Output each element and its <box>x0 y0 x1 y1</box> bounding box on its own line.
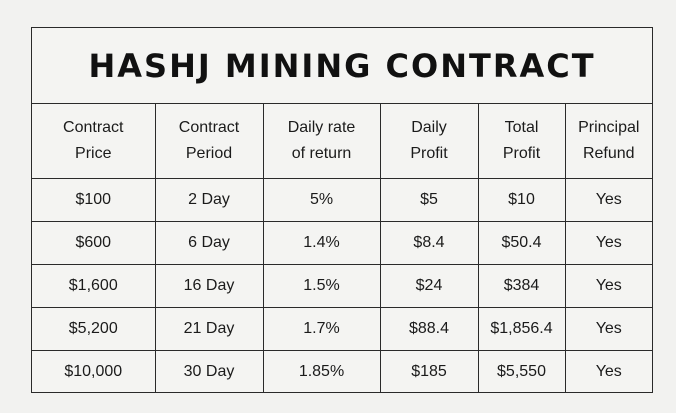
cell-daily-rate: 1.7% <box>263 307 381 351</box>
cell-contract-price: $10,000 <box>32 350 156 393</box>
cell-total-profit: $50.4 <box>478 221 566 265</box>
cell-contract-period: 16 Day <box>155 264 264 308</box>
cell-daily-profit: $88.4 <box>380 307 479 351</box>
header-line: Contract <box>63 118 124 136</box>
header-total-profit: Total Profit <box>478 104 566 179</box>
cell-principal-refund: Yes <box>565 221 652 265</box>
mining-contract-table: HASHJ MINING CONTRACT Contract Price Con… <box>31 27 653 393</box>
cell-total-profit: $384 <box>478 264 566 308</box>
header-line: Contract <box>178 118 240 136</box>
header-line: Daily <box>411 118 447 136</box>
header-row: Contract Price Contract Period Daily rat… <box>32 104 652 179</box>
table-row: $1,600 16 Day 1.5% $24 $384 Yes <box>32 264 652 308</box>
header-line: Period <box>185 144 233 162</box>
cell-daily-rate: 1.85% <box>263 350 381 393</box>
cell-contract-period: 21 Day <box>155 307 264 351</box>
cell-daily-rate: 5% <box>263 178 381 222</box>
header-daily-rate: Daily rate of return <box>263 104 381 179</box>
header-line: Daily rate <box>287 118 356 136</box>
header-line: Principal <box>578 118 640 136</box>
header-line: Profit <box>502 144 541 162</box>
cell-contract-price: $1,600 <box>32 264 156 308</box>
cell-total-profit: $5,550 <box>478 350 566 393</box>
contract-table: Contract Price Contract Period Daily rat… <box>32 104 652 393</box>
header-line: of return <box>291 144 352 162</box>
header-line: Price <box>75 144 112 162</box>
cell-contract-price: $5,200 <box>32 307 156 351</box>
cell-total-profit: $1,856.4 <box>478 307 566 351</box>
cell-total-profit: $10 <box>478 178 566 222</box>
cell-contract-period: 30 Day <box>155 350 264 393</box>
header-principal-refund: Principal Refund <box>565 104 652 179</box>
cell-principal-refund: Yes <box>565 307 652 351</box>
header-line: Refund <box>582 144 635 162</box>
cell-contract-period: 2 Day <box>155 178 264 222</box>
cell-principal-refund: Yes <box>595 362 622 380</box>
cell-daily-profit: $8.4 <box>380 221 479 265</box>
cell-principal-refund: Yes <box>565 264 652 308</box>
cell-principal-refund: Yes <box>565 178 652 222</box>
table-row: $10,000 30 Day 1.85% $185 $5,550 Yes <box>32 350 652 393</box>
table-row: $5,200 21 Day 1.7% $88.4 $1,856.4 Yes <box>32 307 652 351</box>
cell-contract-price: $600 <box>32 221 156 265</box>
cell-daily-profit: $185 <box>380 350 479 393</box>
header-contract-period: Contract Period <box>155 104 264 179</box>
header-line: Total <box>504 118 539 136</box>
header-line: Profit <box>410 144 448 162</box>
cell-daily-rate: 1.5% <box>263 264 381 308</box>
table-row: $100 2 Day 5% $5 $10 Yes <box>32 178 652 222</box>
cell-contract-price: $100 <box>32 178 156 222</box>
cell-daily-profit: $24 <box>380 264 479 308</box>
header-contract-price: Contract Price <box>32 104 156 179</box>
header-daily-profit: Daily Profit <box>380 104 479 179</box>
cell-daily-profit: $5 <box>380 178 479 222</box>
title-row: HASHJ MINING CONTRACT <box>32 28 652 104</box>
page-title: HASHJ MINING CONTRACT <box>88 46 596 85</box>
cell-daily-rate: 1.4% <box>263 221 381 265</box>
table-row: $600 6 Day 1.4% $8.4 $50.4 Yes <box>32 221 652 265</box>
cell-contract-period: 6 Day <box>155 221 264 265</box>
